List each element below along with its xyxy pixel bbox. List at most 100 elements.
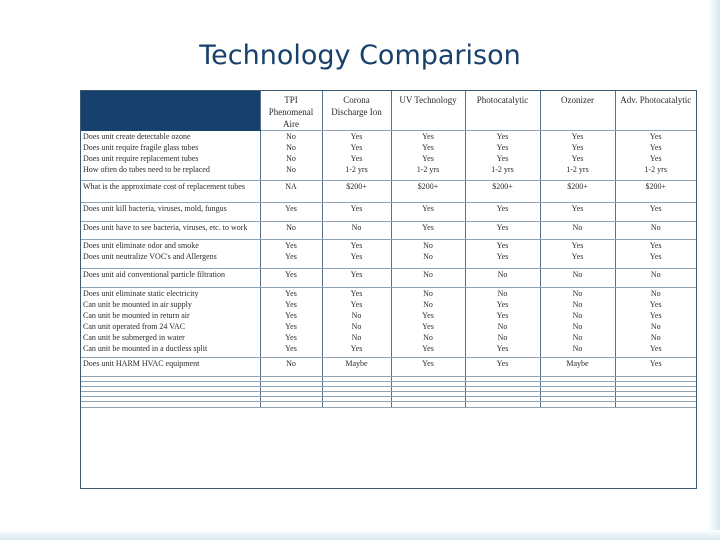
value-text: Yes xyxy=(496,132,509,141)
value-cell: Yes xyxy=(539,202,615,222)
value-cell: No xyxy=(614,268,696,288)
value-cell: Yes Yes Yes 1-2 yrs xyxy=(464,130,540,181)
value-text: 1-2 yrs xyxy=(491,165,514,174)
value-text: Yes xyxy=(350,300,363,309)
empty-cell xyxy=(464,401,540,408)
empty-cell xyxy=(259,401,322,408)
value-text: Yes xyxy=(496,359,509,368)
empty-cell xyxy=(81,401,261,408)
value-text: $200+ xyxy=(567,182,588,191)
value-text: No xyxy=(423,333,433,342)
question-text: Does unit kill bacteria, viruses, mold, … xyxy=(83,204,227,213)
value-text: $200+ xyxy=(645,182,666,191)
empty-row xyxy=(81,376,696,382)
empty-cell xyxy=(539,391,615,397)
value-text: Yes xyxy=(496,344,509,353)
empty-cell xyxy=(614,386,696,392)
value-text: No xyxy=(572,333,583,342)
value-text: Yes xyxy=(285,344,297,353)
value-text: Yes xyxy=(649,154,662,163)
empty-row xyxy=(81,386,696,392)
empty-cell xyxy=(614,396,696,402)
value-text: Yes xyxy=(496,204,509,213)
value-text: Yes xyxy=(422,154,434,163)
value-text: No xyxy=(423,300,433,309)
table-row: Does unit have to see bacteria, viruses,… xyxy=(81,221,696,240)
value-cell: Maybe xyxy=(539,357,615,377)
question-text: Does unit require fragile glass tubes xyxy=(83,143,199,152)
value-text: Yes xyxy=(649,241,662,250)
column-header: Adv. Photocatalytic xyxy=(614,91,696,131)
column-header: Corona Discharge Ion xyxy=(321,91,391,131)
value-cell: No xyxy=(259,221,322,240)
value-cell: Yes xyxy=(464,221,540,240)
table-row: Does unit eliminate odor and smoke Does u… xyxy=(81,239,696,269)
value-text: Yes xyxy=(649,311,662,320)
value-text: Yes xyxy=(496,241,509,250)
value-cell: No No No No No No xyxy=(539,287,615,358)
table-row: Does unit kill bacteria, viruses, mold, … xyxy=(81,202,696,222)
value-text: Yes xyxy=(496,300,509,309)
value-text: Yes xyxy=(285,270,297,279)
header-corner-cell xyxy=(81,91,261,131)
value-cell: Yes xyxy=(259,268,322,288)
empty-cell xyxy=(259,396,322,402)
value-cell: Yes xyxy=(614,202,696,222)
value-text: Yes xyxy=(350,270,363,279)
value-text: No xyxy=(650,223,661,232)
table-row: Does unit create detectable ozone Does un… xyxy=(81,130,696,181)
empty-cell xyxy=(464,391,540,397)
value-cell: Yes Yes xyxy=(464,239,540,269)
value-cell: $200+ xyxy=(614,180,696,203)
value-text: 1-2 yrs xyxy=(566,165,589,174)
value-text: No xyxy=(286,154,296,163)
value-cell: Yes Yes Yes Yes Yes Yes xyxy=(259,287,322,358)
column-header: Photocatalytic xyxy=(464,91,540,131)
value-text: No xyxy=(423,270,433,279)
value-cell: Yes xyxy=(464,202,540,222)
empty-cell xyxy=(321,401,391,408)
table-row: Does unit aid conventional particle filt… xyxy=(81,268,696,288)
header-row: TPI Phenomenal Aire Corona Discharge Ion… xyxy=(81,91,696,131)
value-text: Yes xyxy=(422,359,434,368)
value-text: Maybe xyxy=(566,359,589,368)
value-text: Yes xyxy=(350,143,363,152)
value-text: No xyxy=(497,270,508,279)
value-cell: NA xyxy=(259,180,322,203)
value-text: Yes xyxy=(649,132,662,141)
value-text: No xyxy=(650,322,661,331)
value-text: $200+ xyxy=(346,182,367,191)
empty-cell xyxy=(539,381,615,387)
value-text: Yes xyxy=(422,344,434,353)
value-text: Yes xyxy=(496,252,509,261)
slide-title: Technology Comparison xyxy=(199,40,521,71)
question-text: Can unit operated from 24 VAC xyxy=(83,322,186,331)
value-text: Yes xyxy=(285,289,297,298)
value-text: Yes xyxy=(285,311,297,320)
question-text: Does unit eliminate static electricity xyxy=(83,289,199,298)
value-cell: $200+ xyxy=(539,180,615,203)
value-text: No xyxy=(423,252,433,261)
value-text: No xyxy=(286,223,296,232)
empty-cell xyxy=(390,391,465,397)
value-text: No xyxy=(572,311,583,320)
table-row: What is the approximate cost of replacem… xyxy=(81,180,696,203)
value-cell: Maybe xyxy=(321,357,391,377)
question-cell: Does unit HARM HVAC equipment xyxy=(81,357,261,377)
value-text: Yes xyxy=(649,359,662,368)
value-text: No xyxy=(572,223,583,232)
value-text: Yes xyxy=(649,252,662,261)
empty-cell xyxy=(259,381,322,387)
value-text: Yes xyxy=(571,241,584,250)
question-text: Does unit have to see bacteria, viruses,… xyxy=(83,223,248,232)
question-text: Can unit be mounted in a ductless split xyxy=(83,344,208,353)
empty-cell xyxy=(464,381,540,387)
value-cell: Yes xyxy=(321,202,391,222)
empty-cell xyxy=(614,401,696,408)
empty-cell xyxy=(390,381,465,387)
value-text: Yes xyxy=(571,252,584,261)
value-text: Yes xyxy=(571,132,584,141)
value-text: No xyxy=(286,143,296,152)
value-cell: Yes Yes Yes 1-2 yrs xyxy=(390,130,465,181)
empty-cell xyxy=(464,396,540,402)
